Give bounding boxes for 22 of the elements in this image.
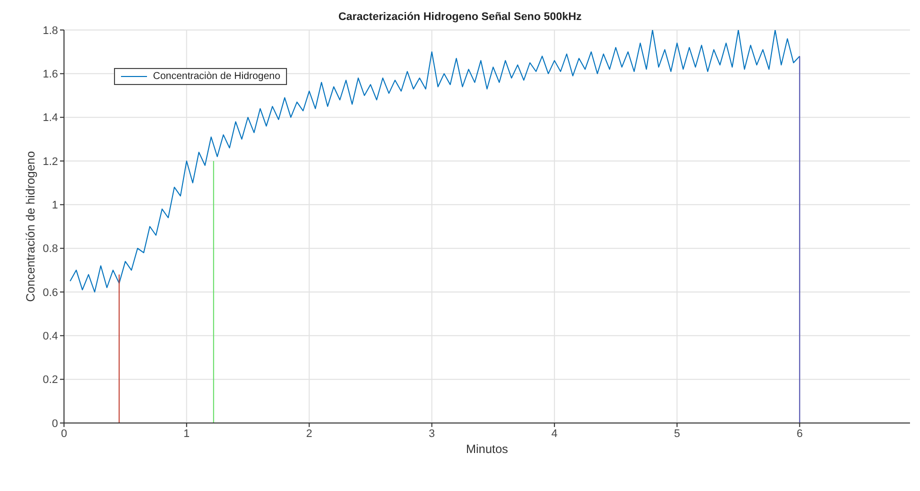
y-tick-label: 0.4 (42, 330, 58, 343)
x-tick-label: 0 (60, 428, 68, 440)
x-tick-label: 6 (796, 428, 803, 440)
y-tick-label: 1.6 (42, 68, 58, 81)
y-tick-label: 1.8 (42, 24, 58, 37)
legend-label: Concentraciòn de Hidrogeno (153, 71, 280, 82)
x-tick-label: 2 (306, 428, 312, 440)
y-tick-label: 1.4 (42, 112, 58, 124)
y-tick-label: 1.2 (42, 156, 58, 168)
y-tick-label: 0.2 (42, 374, 58, 386)
x-tick-label: 1 (184, 428, 190, 440)
line-series (70, 30, 800, 292)
y-tick-label: 0.6 (42, 286, 58, 299)
y-tick-label: 0 (52, 418, 58, 430)
x-tick-label: 4 (551, 428, 558, 440)
x-tick-label: 5 (674, 428, 680, 440)
y-tick-label: 0.8 (42, 243, 58, 256)
chart-title: Caracterización Hidrogeno Señal Seno 500kHz (337, 11, 583, 23)
x-axis-title: Minutos (466, 442, 508, 456)
y-axis-title: Concentración de hidrogeno (23, 150, 38, 302)
y-tick-label: 1 (52, 200, 58, 212)
x-tick-label: 3 (428, 428, 435, 440)
